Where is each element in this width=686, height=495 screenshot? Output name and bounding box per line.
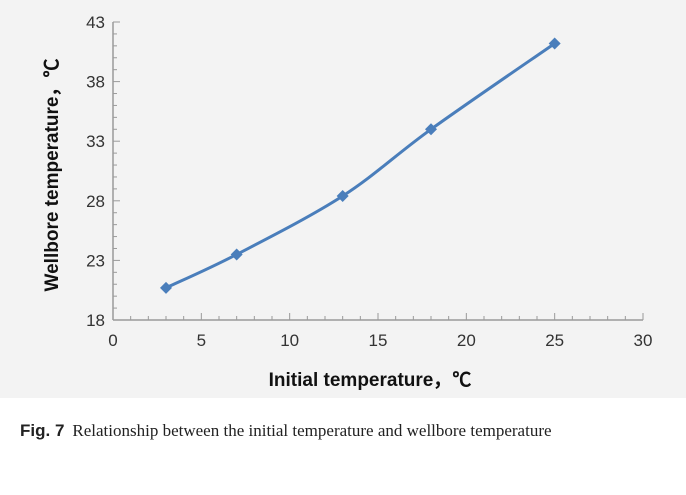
data-point [230,248,243,261]
data-point [336,190,349,203]
y-tick-label: 43 [86,13,105,32]
x-axis-title: Initial temperature，℃ [269,370,472,391]
figure-panel: 0 5 10 15 20 25 30 18 23 28 33 38 43 Initial tempera… [0,0,686,398]
y-tick-label: 38 [86,73,105,92]
caption-label: Fig. 7 [20,421,65,440]
data-point [548,37,561,50]
x-tick-label: 30 [634,331,653,350]
series-layer [160,37,561,294]
data-point [160,281,172,294]
line-chart: 0 5 10 15 20 25 30 18 23 28 33 38 43 Initial tempera… [42,13,652,391]
caption-text: Relationship between the initial tempera… [72,421,552,440]
x-tick-label: 0 [108,331,117,350]
series-line [165,42,556,290]
figure-caption: Fig. 7 Relationship between the initial t… [20,418,670,443]
y-tick-label: 33 [86,132,105,151]
x-tick-label: 25 [545,331,564,350]
y-tick-label: 23 [86,251,105,270]
x-tick-label: 15 [369,331,388,350]
x-tick-label: 20 [457,331,476,350]
y-tick-label: 18 [86,311,105,330]
y-axis-title: Wellbore temperature，℃ [42,59,63,292]
data-point [425,123,437,136]
x-tick-label: 10 [280,331,299,350]
ticks: 0 5 10 15 20 25 30 18 23 28 33 38 43 [86,13,652,350]
x-tick-label: 5 [197,331,206,350]
y-tick-label: 28 [86,192,105,211]
